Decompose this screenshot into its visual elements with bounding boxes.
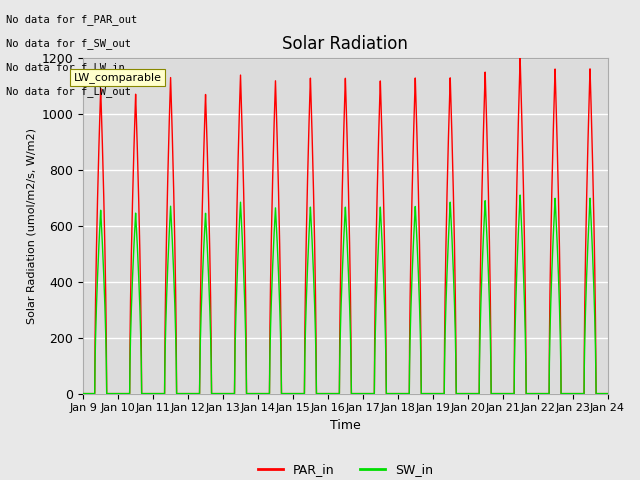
Legend: PAR_in, SW_in: PAR_in, SW_in <box>253 458 438 480</box>
Text: LW_comparable: LW_comparable <box>74 72 162 83</box>
X-axis label: Time: Time <box>330 419 361 432</box>
Y-axis label: Solar Radiation (umol/m2/s, W/m2): Solar Radiation (umol/m2/s, W/m2) <box>26 128 36 324</box>
Text: No data for f_SW_out: No data for f_SW_out <box>6 38 131 49</box>
Text: No data for f_LW_out: No data for f_LW_out <box>6 86 131 97</box>
Text: No data for f_PAR_out: No data for f_PAR_out <box>6 14 138 25</box>
Text: No data for f_LW_in: No data for f_LW_in <box>6 62 125 73</box>
Title: Solar Radiation: Solar Radiation <box>282 35 408 53</box>
